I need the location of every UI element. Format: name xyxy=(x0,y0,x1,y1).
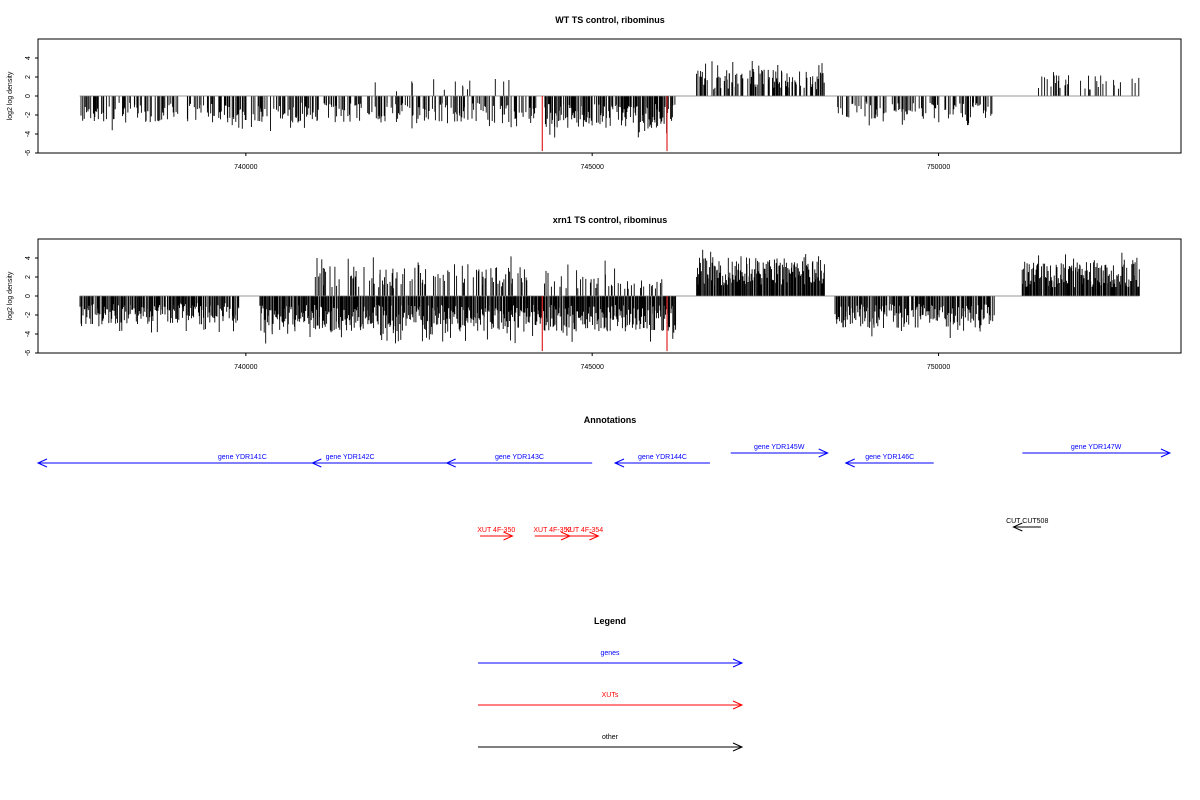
legend-arrow-head xyxy=(732,742,744,752)
x-tick-label: 740000 xyxy=(234,164,257,171)
legend-label: XUTs xyxy=(602,692,619,699)
x-tick-label: 750000 xyxy=(927,364,950,371)
feature-label: XUT 4F-352 xyxy=(533,527,571,534)
y-tick-label: -2 xyxy=(25,112,32,118)
y-tick-label: -2 xyxy=(25,312,32,318)
highlight-lines xyxy=(541,96,668,152)
annotation-feature: CUT CUT508 xyxy=(1006,518,1048,532)
annotations-title: Annotations xyxy=(584,415,637,425)
panel-title: WT TS control, ribominus xyxy=(555,15,665,25)
highlight-lines xyxy=(541,296,668,352)
feature-label: XUT 4F-350 xyxy=(477,527,515,534)
y-tick-label: -4 xyxy=(25,131,32,137)
xrn1-density-panel: xrn1 TS control, ribominus log2 log dens… xyxy=(7,215,1182,371)
density-bars xyxy=(80,61,1140,138)
feature-arrow-head xyxy=(613,458,625,468)
x-tick-label: 750000 xyxy=(927,164,950,171)
density-bars xyxy=(79,249,1140,344)
y-axis-label: log2 log density xyxy=(7,271,14,320)
y-tick-label: -4 xyxy=(25,331,32,337)
feature-arrow-head xyxy=(818,448,829,458)
y-axis: -6 -4 -2 0 2 4 xyxy=(25,256,38,356)
feature-label: CUT CUT508 xyxy=(1006,518,1048,525)
legend-item: XUTs xyxy=(478,692,744,710)
feature-label: gene YDR142C xyxy=(326,454,375,461)
x-tick-label: 745000 xyxy=(581,364,604,371)
legend-label: genes xyxy=(600,650,620,657)
y-tick-label: 4 xyxy=(25,256,32,260)
feature-arrow-head xyxy=(589,531,600,541)
feature-arrow-head xyxy=(844,458,855,468)
feature-label: gene YDR141C xyxy=(218,454,267,461)
feature-arrow-head xyxy=(1012,522,1023,532)
feature-arrow-head xyxy=(311,458,322,468)
feature-label: gene YDR147W xyxy=(1071,444,1122,451)
x-tick-label: 745000 xyxy=(581,164,604,171)
annotation-feature: XUT 4F-354 xyxy=(565,527,603,541)
legend: genes XUTs other xyxy=(478,650,744,752)
y-tick-label: 2 xyxy=(25,275,32,279)
annotation-feature: gene YDR145W xyxy=(730,444,829,458)
feature-label: gene YDR146C xyxy=(865,454,914,461)
annotation-tracks: gene YDR141C gene YDR142C gene YDR143C gene… xyxy=(36,444,1172,541)
feature-arrow-head xyxy=(445,458,456,468)
feature-arrow-head xyxy=(36,458,48,468)
y-tick-label: -6 xyxy=(25,350,32,356)
y-tick-label: 0 xyxy=(25,294,32,298)
annotation-feature: gene YDR146C xyxy=(844,454,934,468)
feature-arrow-head xyxy=(503,531,514,541)
legend-title: Legend xyxy=(594,616,626,626)
y-tick-label: 2 xyxy=(25,75,32,79)
y-tick-label: -6 xyxy=(25,150,32,156)
annotation-feature: gene YDR144C xyxy=(613,454,710,468)
y-axis-label: log2 log density xyxy=(7,71,14,120)
feature-label: gene YDR143C xyxy=(495,454,544,461)
density-bar-series xyxy=(79,249,1140,344)
x-tick-label: 740000 xyxy=(234,364,257,371)
legend-item: genes xyxy=(478,650,744,668)
feature-label: gene YDR145W xyxy=(754,444,805,451)
feature-label: gene YDR144C xyxy=(638,454,687,461)
x-axis: 740000 745000 750000 xyxy=(234,153,950,171)
legend-item: other xyxy=(478,734,744,752)
annotation-feature: XUT 4F-350 xyxy=(477,527,515,541)
panel-title: xrn1 TS control, ribominus xyxy=(553,215,668,225)
annotation-feature: gene YDR143C xyxy=(445,454,593,468)
legend-arrow-head xyxy=(732,700,744,710)
legend-label: other xyxy=(602,734,619,741)
annotation-feature: gene YDR141C xyxy=(36,454,447,468)
density-bar-series xyxy=(80,61,1140,138)
x-axis: 740000 745000 750000 xyxy=(234,353,950,371)
y-tick-label: 4 xyxy=(25,56,32,60)
feature-arrow-head xyxy=(1160,448,1172,458)
y-axis: -6 -4 -2 0 2 4 xyxy=(25,56,38,156)
annotation-feature: gene YDR142C xyxy=(311,454,388,468)
annotation-feature: gene YDR147W xyxy=(1022,444,1172,458)
wt-density-panel: WT TS control, ribominus log2 log densit… xyxy=(7,15,1182,171)
legend-arrow-head xyxy=(732,658,744,668)
feature-label: XUT 4F-354 xyxy=(565,527,603,534)
y-tick-label: 0 xyxy=(25,94,32,98)
